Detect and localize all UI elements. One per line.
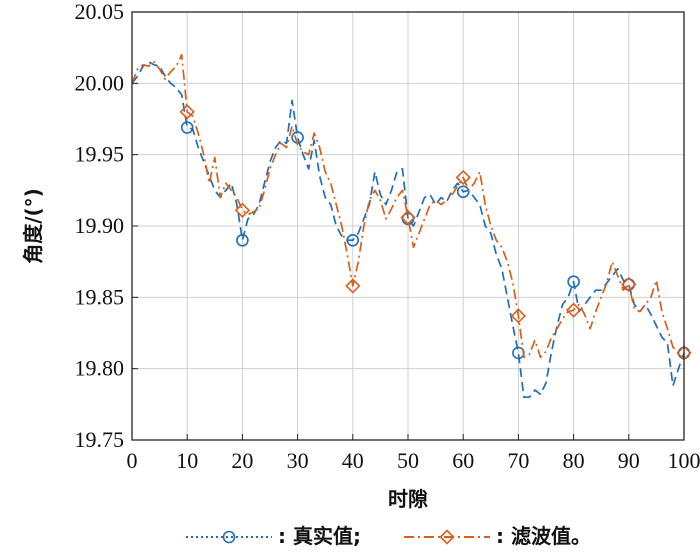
y-tick-label: 20.00 xyxy=(75,70,125,95)
series-2 xyxy=(131,53,692,361)
x-tick-label: 60 xyxy=(452,448,474,473)
axis-ticks: 0 10 20 30 40 50 60 70 80 90 100 19.75 19.80 19.85 19.… xyxy=(75,0,700,473)
y-tick-label: 20.05 xyxy=(75,0,125,24)
data-point-marker xyxy=(565,302,582,318)
data-point-marker xyxy=(179,104,195,120)
legend-label: : 滤波值。 xyxy=(496,524,591,548)
legend: : 真实值; : 滤波值。 xyxy=(186,524,591,548)
legend-label: : 真实值; xyxy=(278,524,361,548)
y-tick-label: 19.90 xyxy=(75,213,125,238)
data-point-marker xyxy=(621,276,637,293)
data-point-marker xyxy=(346,233,360,247)
x-tick-label: 20 xyxy=(231,448,253,473)
data-point-marker xyxy=(236,233,249,247)
data-point-marker xyxy=(455,169,471,186)
x-axis-title: 时隙 xyxy=(388,487,428,511)
data-point-marker xyxy=(400,209,416,226)
data-point-marker xyxy=(180,121,194,134)
x-tick-label: 70 xyxy=(507,448,529,473)
data-point-marker xyxy=(345,278,361,294)
series-line xyxy=(131,53,685,359)
x-tick-label: 10 xyxy=(176,448,198,473)
data-point-marker xyxy=(510,308,527,324)
x-tick-label: 50 xyxy=(397,448,419,473)
legend-marker xyxy=(439,529,455,545)
y-tick-label: 19.80 xyxy=(75,356,125,381)
x-tick-label: 0 xyxy=(127,448,138,473)
grid-lines xyxy=(131,11,685,441)
y-tick-label: 19.85 xyxy=(75,284,125,309)
x-tick-label: 80 xyxy=(563,448,585,473)
data-point-marker xyxy=(234,202,251,218)
x-tick-label: 100 xyxy=(668,448,700,473)
x-tick-label: 90 xyxy=(618,448,640,473)
x-tick-label: 40 xyxy=(342,448,364,473)
x-tick-label: 30 xyxy=(287,448,309,473)
data-point-marker xyxy=(567,275,580,288)
y-axis-title: 角度/(°) xyxy=(21,188,45,264)
y-tick-label: 19.95 xyxy=(75,142,125,167)
data-point-marker xyxy=(456,185,470,199)
y-tick-label: 19.75 xyxy=(75,427,125,452)
legend-marker xyxy=(222,530,236,544)
